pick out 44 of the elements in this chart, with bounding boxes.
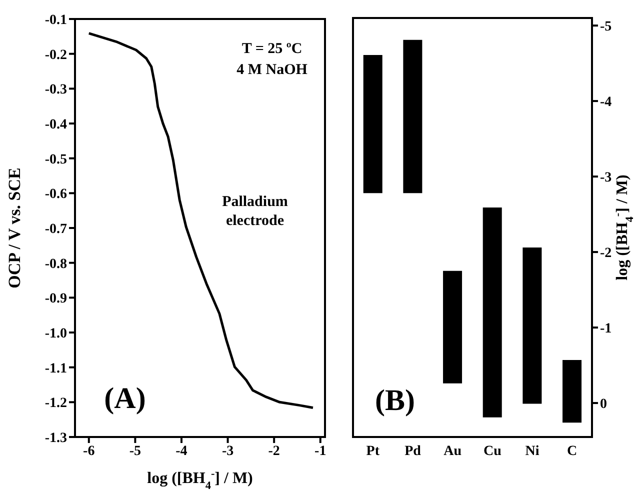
bar [482, 207, 502, 418]
y-tick-label: -1 [600, 322, 612, 336]
y-tick-label: -0.1 [44, 12, 67, 28]
y-tick-label: -0.8 [44, 256, 67, 272]
y-tick-label: 0 [600, 396, 607, 412]
bar [522, 248, 542, 404]
annotation: T = 25 ºC [242, 40, 302, 59]
annotation: 4 M NaOH [236, 61, 308, 80]
x-tick-label: C [567, 444, 578, 459]
y-tick-label: -1.2 [44, 396, 67, 412]
annotation: (B) [375, 383, 415, 419]
x-tick-label: -5 [129, 444, 142, 459]
x-tick-label: Ni [525, 444, 540, 459]
x-tick-label: Cu [483, 444, 502, 459]
x-tick-label: -3 [222, 444, 234, 459]
x-tick-label: Pt [366, 444, 380, 459]
y-axis-title: OCP / V vs. SCE [5, 168, 24, 288]
bar [443, 270, 462, 384]
y-tick-label: -1.0 [44, 326, 67, 342]
annotation: Palladium electrode [221, 193, 289, 230]
annotation: (A) [104, 381, 146, 417]
y-tick-label: -3 [600, 170, 612, 186]
y-tick-label: -0.2 [44, 48, 67, 63]
y-tick-label: -0.3 [44, 82, 67, 98]
bar [363, 54, 382, 194]
y-tick-label: -0.7 [44, 222, 67, 237]
y-tick-label: -0.9 [44, 292, 67, 307]
x-tick-label: -1 [314, 444, 326, 459]
y-tick-label: -1.1 [44, 361, 67, 376]
y-tick-label: -0.4 [44, 117, 67, 132]
x-tick-label: -4 [176, 444, 188, 459]
x-axis-title: log ([BH$_{4}$$^{-}$] / M) [147, 468, 253, 490]
y-tick-label: -1.3 [44, 430, 67, 446]
bar [562, 360, 582, 423]
x-tick-label: -2 [268, 444, 280, 459]
y-tick-label: -0.6 [44, 187, 67, 202]
x-tick-label: Au [444, 444, 462, 459]
y-tick-label: -4 [600, 95, 612, 110]
x-tick-label: -6 [83, 444, 95, 459]
y-tick-label: -0.5 [44, 152, 67, 168]
y-tick-label: -2 [600, 246, 612, 262]
y-tick-label: -5 [600, 20, 612, 35]
bar [403, 40, 422, 194]
x-tick-label: Pd [404, 444, 422, 459]
